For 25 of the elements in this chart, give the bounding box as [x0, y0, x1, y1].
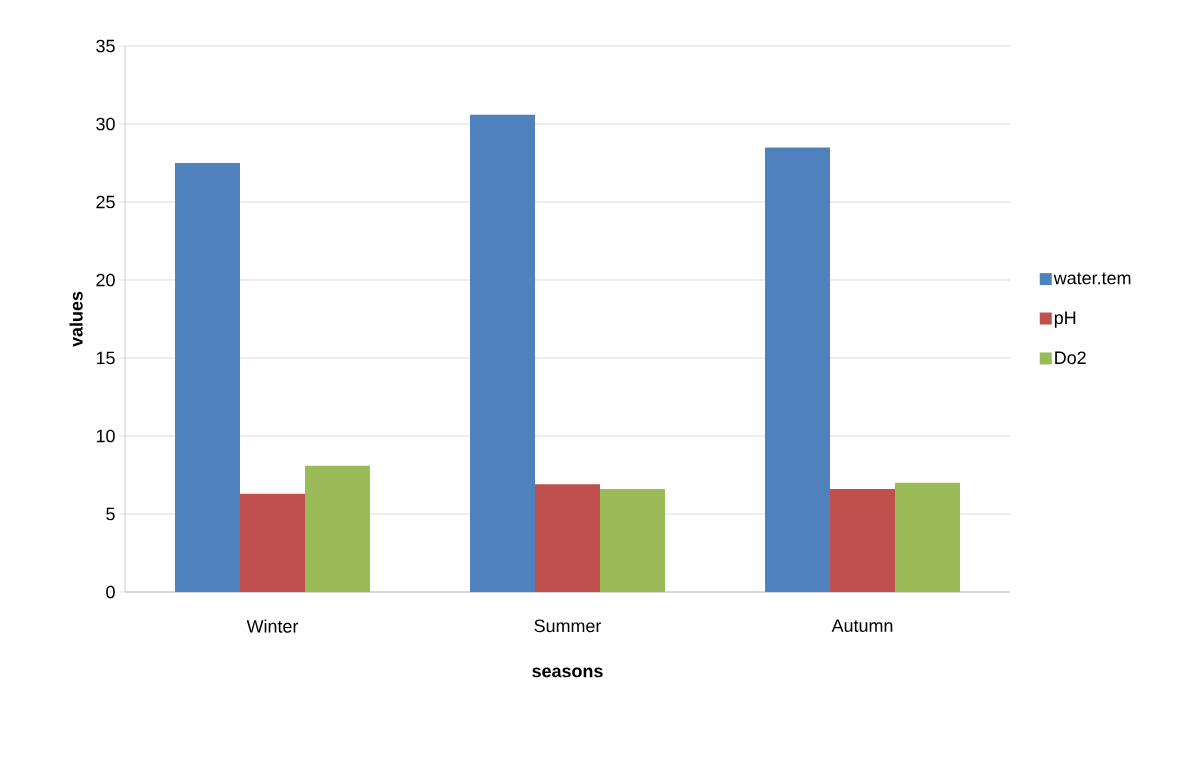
bar	[765, 147, 831, 592]
y-tick-label: 30	[96, 117, 115, 131]
bar	[895, 482, 961, 592]
legend-label: Do2	[1055, 351, 1086, 365]
x-tick-label: Autumn	[831, 619, 893, 633]
x-tick-label: Summer	[534, 619, 602, 633]
bar	[305, 465, 370, 592]
y-tick-label: 25	[96, 195, 115, 209]
x-axis-title: seasons	[532, 667, 603, 678]
bar	[240, 493, 305, 592]
y-axis-title: values	[69, 291, 83, 347]
x-tick-label: Winter	[246, 619, 299, 633]
y-tick-label: 35	[96, 39, 115, 53]
bar	[830, 489, 896, 592]
bar	[175, 163, 240, 592]
legend-label: pH	[1054, 311, 1076, 328]
y-tick-label: 0	[106, 585, 115, 599]
y-tick-label: 5	[106, 507, 115, 521]
bar	[535, 484, 601, 592]
legend-label: water.tem	[1053, 272, 1131, 285]
y-tick-label: 20	[96, 273, 115, 287]
y-tick-label: 10	[96, 429, 115, 443]
bar	[600, 489, 666, 592]
y-tick-label: 15	[96, 351, 115, 365]
bar	[470, 114, 535, 592]
